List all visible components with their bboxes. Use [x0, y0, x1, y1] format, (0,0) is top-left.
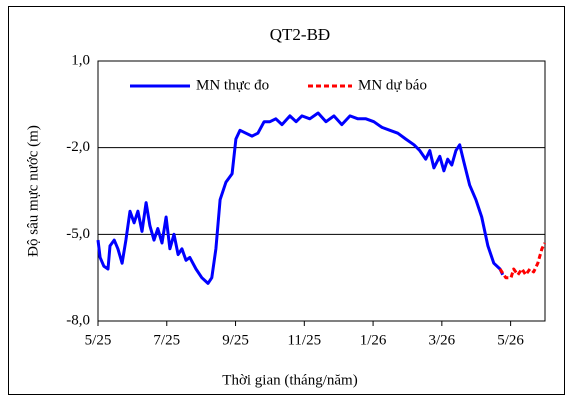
chart-frame: [8, 6, 565, 395]
x-tick-label: 5/25: [85, 332, 112, 348]
legend-label: MN thực đo: [196, 77, 269, 93]
x-tick-label: 5/26: [497, 332, 524, 348]
x-tick-label: 1/26: [360, 332, 387, 348]
x-tick-label: 3/26: [429, 332, 456, 348]
y-tick-label: -2,0: [66, 139, 90, 155]
legend-label: MN dự báo: [358, 77, 427, 93]
y-axis-title: Độ sâu mực nước (m): [25, 125, 41, 257]
x-tick-label: 9/25: [222, 332, 249, 348]
data-line: [498, 242, 547, 280]
x-axis-title: Thời gian (tháng/năm): [222, 372, 357, 388]
y-tick-label: -8,0: [66, 312, 90, 328]
chart-title: QT2-BĐ: [270, 25, 330, 44]
y-tick-label: 1,0: [71, 52, 90, 68]
y-tick-label: -5,0: [66, 226, 90, 242]
x-tick-label: 7/25: [153, 332, 180, 348]
x-tick-label: 11/25: [287, 332, 321, 348]
data-line: [96, 111, 505, 285]
